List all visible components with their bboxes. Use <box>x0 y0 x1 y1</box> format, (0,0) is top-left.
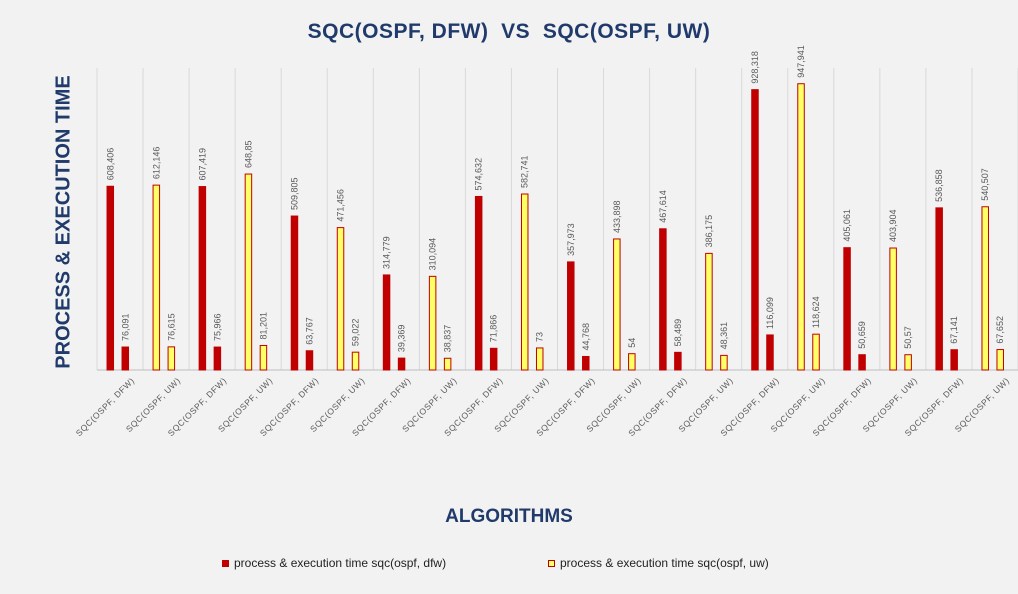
legend-swatch-uw <box>548 559 555 567</box>
bar <box>812 333 820 371</box>
bar <box>751 89 759 371</box>
data-label: 59,022 <box>351 319 361 347</box>
data-label: 71,866 <box>489 315 499 343</box>
data-label: 612,146 <box>151 147 161 180</box>
bar <box>336 227 345 371</box>
data-label: 67,652 <box>995 316 1005 344</box>
data-label: 39,369 <box>397 325 407 353</box>
bar <box>259 344 268 371</box>
bar <box>981 206 989 371</box>
legend-item-uw: process & execution time sqc(ospf, uw) <box>548 556 769 570</box>
data-label: 54 <box>627 338 637 348</box>
bar <box>290 215 299 371</box>
bar <box>121 346 130 371</box>
bar <box>520 193 529 371</box>
bar <box>305 350 314 371</box>
legend-label-uw: process & execution time sqc(ospf, uw) <box>560 556 769 570</box>
bar <box>858 354 866 371</box>
bar <box>535 347 544 371</box>
bar <box>382 274 391 371</box>
data-label: 357,973 <box>566 223 576 256</box>
data-label: 947,941 <box>796 45 806 78</box>
data-label: 540,507 <box>980 168 990 201</box>
bar <box>674 351 682 371</box>
data-label: 67,141 <box>949 316 959 344</box>
bar <box>443 357 452 371</box>
data-label: 310,094 <box>428 238 438 271</box>
bar <box>397 357 406 371</box>
bar <box>152 184 161 371</box>
bar <box>198 186 207 371</box>
bar <box>935 207 943 371</box>
data-label: 405,061 <box>842 209 852 242</box>
data-label: 574,632 <box>474 158 484 191</box>
legend-item-dfw: process & execution time sqc(ospf, dfw) <box>222 556 446 570</box>
data-label: 73 <box>535 332 545 342</box>
data-label: 38,837 <box>443 325 453 353</box>
data-label: 81,201 <box>258 312 268 340</box>
chart-title: SQC(OSPF, DFW) VS SQC(OSPF, UW) <box>307 20 711 43</box>
data-label: 582,741 <box>520 155 530 188</box>
data-label: 403,904 <box>888 209 898 242</box>
legend: process & execution time sqc(ospf, dfw) … <box>0 556 1018 576</box>
bar <box>351 351 360 371</box>
data-label: 608,406 <box>105 148 115 181</box>
data-label: 48,361 <box>719 322 729 350</box>
data-label: 118,624 <box>811 296 821 328</box>
data-label: 928,318 <box>750 51 760 84</box>
bar <box>705 252 713 371</box>
x-axis-label: ALGORITHMS <box>445 506 573 527</box>
bar <box>567 261 575 371</box>
data-label: 467,614 <box>658 190 668 223</box>
bar <box>582 355 590 371</box>
data-label: 50,57 <box>903 326 913 349</box>
bar <box>428 275 437 371</box>
data-label: 386,175 <box>704 215 714 248</box>
bar <box>766 334 774 371</box>
data-label: 471,456 <box>336 189 346 222</box>
bar <box>106 185 115 371</box>
data-label: 607,419 <box>197 148 207 181</box>
bar <box>950 349 958 371</box>
data-label: 75,966 <box>212 314 222 342</box>
data-label: 433,898 <box>612 200 622 233</box>
bar <box>489 347 498 371</box>
bar <box>996 349 1004 371</box>
data-label: 648,85 <box>243 141 253 169</box>
bar <box>904 354 912 371</box>
bar <box>659 228 667 371</box>
legend-label-dfw: process & execution time sqc(ospf, dfw) <box>234 556 447 570</box>
data-label: 50,659 <box>857 321 867 349</box>
bar <box>628 353 636 371</box>
data-label: 116,099 <box>765 297 775 329</box>
bar <box>474 195 483 371</box>
data-label: 509,805 <box>289 177 299 210</box>
bar <box>843 247 851 371</box>
data-label: 58,489 <box>673 319 683 347</box>
bar <box>889 247 897 371</box>
legend-swatch-dfw <box>222 559 229 567</box>
bar <box>797 83 805 371</box>
bar <box>613 238 621 371</box>
data-label: 536,858 <box>934 169 944 202</box>
data-label: 44,768 <box>581 323 591 351</box>
bar <box>244 173 253 371</box>
data-label: 76,091 <box>120 313 130 341</box>
bar <box>720 354 728 371</box>
bar <box>167 346 176 371</box>
bar <box>213 346 222 371</box>
data-label: 76,615 <box>166 313 176 341</box>
data-label: 63,767 <box>304 317 314 345</box>
data-label: 314,779 <box>382 236 392 269</box>
